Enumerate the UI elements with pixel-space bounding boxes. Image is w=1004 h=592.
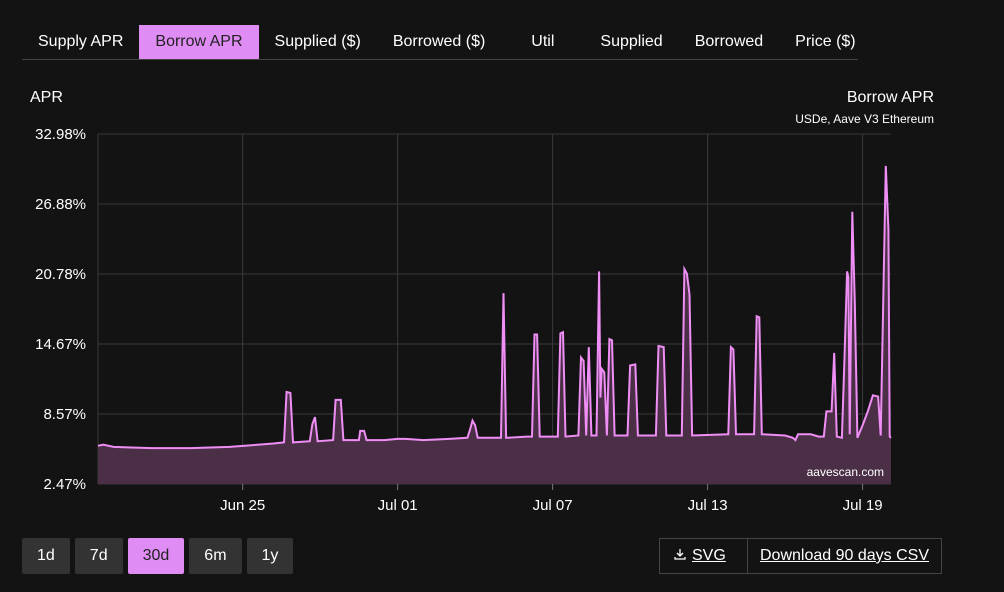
svg-button-label: SVG (692, 547, 726, 564)
range-1d-button[interactable]: 1d (22, 538, 70, 574)
y-tick-label: 8.57% (43, 406, 86, 423)
tab-borrowed[interactable]: Borrowed (694, 33, 764, 50)
download-csv-button[interactable]: Download 90 days CSV (747, 538, 942, 574)
series-line (97, 165, 892, 450)
range-7d-button[interactable]: 7d (74, 538, 123, 574)
y-tick-label: 14.67% (35, 336, 86, 353)
y-tick-label: 32.98% (35, 126, 86, 143)
watermark: aavescan.com (807, 465, 884, 479)
download-icon (674, 539, 686, 573)
tab-borrow-apr[interactable]: Borrow APR (139, 25, 259, 59)
x-tick-label: Jul 19 (843, 497, 883, 514)
tab-supply-apr[interactable]: Supply APR (38, 33, 124, 50)
tab-supplied-usd[interactable]: Supplied ($) (274, 33, 361, 50)
x-tick-label: Jul 07 (533, 497, 573, 514)
chart-subtitle: USDe, Aave V3 Ethereum (795, 112, 934, 126)
tab-borrowed-usd[interactable]: Borrowed ($) (392, 33, 486, 50)
y-axis-label: APR (30, 89, 63, 106)
area-fill (98, 165, 891, 484)
time-range-selector: 1d 7d 30d 6m 1y (22, 538, 294, 574)
range-1y-button[interactable]: 1y (246, 538, 294, 574)
tab-supplied[interactable]: Supplied (600, 33, 663, 50)
y-tick-label: 20.78% (35, 266, 86, 283)
metric-tabs: Supply APR Borrow APR Supplied ($) Borro… (22, 25, 858, 60)
x-tick-label: Jul 13 (688, 497, 728, 514)
x-tick-label: Jun 25 (220, 497, 265, 514)
download-svg-button[interactable]: SVG (659, 538, 749, 574)
x-tick-label: Jul 01 (378, 497, 418, 514)
tab-price-usd[interactable]: Price ($) (795, 33, 856, 50)
y-tick-label: 26.88% (35, 196, 86, 213)
tab-util[interactable]: Util (531, 33, 555, 50)
chart-title: Borrow APR (846, 89, 934, 106)
y-tick-label: 2.47% (43, 476, 86, 493)
range-6m-button[interactable]: 6m (189, 538, 242, 574)
range-30d-button[interactable]: 30d (127, 538, 185, 574)
